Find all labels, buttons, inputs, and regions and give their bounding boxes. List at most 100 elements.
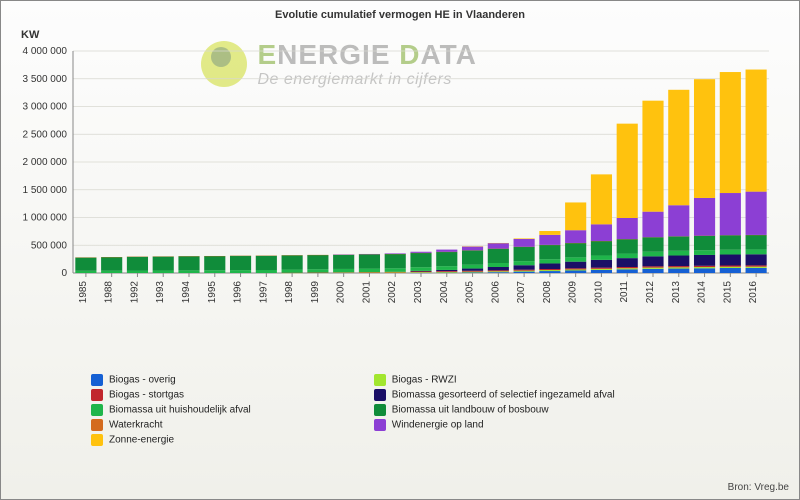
bar-segment (591, 224, 612, 241)
bar-segment (539, 231, 560, 235)
bar-segment (720, 235, 741, 249)
svg-text:2014: 2014 (697, 281, 708, 304)
bar-segment (746, 268, 767, 273)
bar-segment (307, 269, 328, 272)
svg-text:2004: 2004 (439, 281, 450, 304)
legend-item: Waterkracht (91, 419, 371, 431)
legend-label: Waterkracht (109, 420, 163, 431)
svg-text:2011: 2011 (619, 281, 630, 303)
bar-segment (462, 269, 483, 271)
svg-text:1994: 1994 (181, 281, 192, 304)
bar-segment (668, 251, 689, 256)
svg-text:2 000 000: 2 000 000 (23, 157, 68, 168)
legend-item: Biogas - stortgas (91, 389, 371, 401)
bar-segment (746, 192, 767, 235)
bar-segment (617, 254, 638, 259)
bar-segment (642, 252, 663, 257)
bar-segment (204, 256, 225, 270)
bar-segment (694, 79, 715, 198)
y-axis-label: KW (21, 29, 39, 41)
svg-text:1997: 1997 (258, 281, 269, 304)
bar-segment (668, 205, 689, 236)
legend-swatch (91, 374, 103, 386)
legend-label: Windenergie op land (392, 420, 484, 431)
svg-text:1998: 1998 (284, 281, 295, 304)
bar-segment (230, 270, 251, 273)
svg-text:1992: 1992 (129, 281, 140, 304)
legend-item: Windenergie op land (374, 419, 654, 431)
legend-label: Biogas - overig (109, 375, 176, 386)
bar-segment (385, 272, 406, 273)
legend-swatch (374, 419, 386, 431)
chart-title: Evolutie cumulatief vermogen HE in Vlaan… (1, 1, 799, 21)
svg-text:1 000 000: 1 000 000 (23, 213, 68, 224)
bar-segment (694, 266, 715, 267)
svg-text:2001: 2001 (361, 281, 372, 304)
bar-segment (746, 254, 767, 265)
bar-segment (514, 247, 535, 261)
legend-item: Biogas - overig (91, 374, 371, 386)
legend-label: Biogas - RWZI (392, 375, 457, 386)
bar-segment (694, 267, 715, 268)
bar-segment (668, 236, 689, 250)
bar-segment (436, 271, 457, 272)
bar-segment (617, 239, 638, 253)
bar-segment (565, 257, 586, 261)
bar-segment (694, 250, 715, 255)
bar-segment (591, 174, 612, 224)
legend-swatch (91, 389, 103, 401)
bar-segment (720, 72, 741, 193)
bar-segment (746, 235, 767, 249)
bar-segment (153, 270, 174, 273)
bar-segment (591, 269, 612, 270)
bar-segment (333, 269, 354, 272)
bar-segment (617, 268, 638, 269)
svg-text:2 500 000: 2 500 000 (23, 129, 68, 140)
bar-segment (746, 70, 767, 192)
chart-plot: 0500 0001 000 0001 500 0002 000 0002 500… (73, 47, 777, 317)
chart-container: Evolutie cumulatief vermogen HE in Vlaan… (0, 0, 800, 500)
svg-text:2008: 2008 (542, 281, 553, 304)
bar-segment (488, 272, 509, 273)
bar-segment (488, 243, 509, 249)
bar-segment (359, 269, 380, 272)
svg-text:2005: 2005 (465, 281, 476, 304)
bar-segment (694, 198, 715, 236)
bar-segment (488, 270, 509, 271)
bar-segment (307, 255, 328, 269)
svg-text:1988: 1988 (104, 281, 115, 304)
bar-segment (720, 266, 741, 267)
bar-segment (694, 255, 715, 266)
bar-segment (539, 263, 560, 269)
bar-segment (178, 256, 199, 270)
bar-segment (617, 218, 638, 239)
bar-segment (256, 256, 277, 270)
bar-segment (178, 270, 199, 273)
svg-text:2012: 2012 (645, 281, 656, 304)
bar-segment (127, 257, 148, 271)
bar-segment (385, 253, 406, 254)
bar-segment (488, 263, 509, 267)
bar-segment (488, 267, 509, 270)
bar-segment (642, 269, 663, 273)
bar-segment (436, 252, 457, 266)
bar-segment (514, 271, 535, 272)
legend-item: Biomassa uit landbouw of bosbouw (374, 404, 654, 416)
bar-segment (436, 270, 457, 271)
svg-text:3 000 000: 3 000 000 (23, 102, 68, 113)
bar-segment (514, 270, 535, 271)
bar-segment (539, 271, 560, 273)
bar-segment (720, 267, 741, 268)
svg-text:2016: 2016 (748, 281, 759, 304)
bar-segment (256, 270, 277, 273)
bar-segment (462, 265, 483, 269)
bar-segment (565, 230, 586, 243)
bar-segment (514, 272, 535, 273)
legend-label: Biomassa uit landbouw of bosbouw (392, 405, 549, 416)
bar-segment (204, 270, 225, 273)
bar-segment (720, 255, 741, 266)
legend-label: Zonne-energie (109, 435, 174, 446)
bar-segment (591, 270, 612, 273)
svg-text:1 500 000: 1 500 000 (23, 185, 68, 196)
bar-segment (462, 246, 483, 250)
